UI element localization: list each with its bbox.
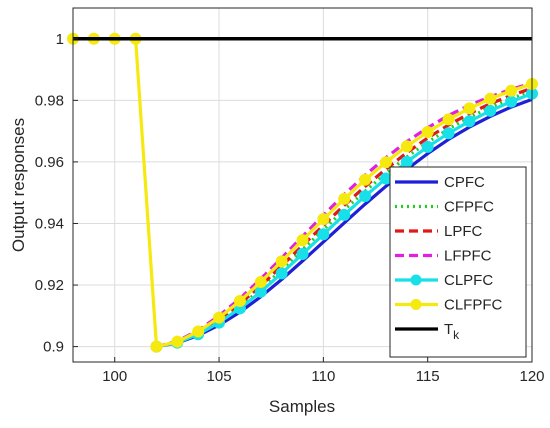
y-tick-label: 0.98 — [35, 92, 64, 109]
legend-item-cpfc: CPFC — [395, 174, 485, 191]
data-point — [150, 340, 163, 353]
data-point — [359, 190, 372, 203]
data-point — [317, 213, 330, 226]
legend-marker — [410, 299, 422, 310]
data-point — [421, 126, 434, 139]
data-point — [484, 104, 497, 117]
data-point — [484, 92, 497, 105]
legend-label: LPFC — [444, 223, 483, 240]
ticks: 100 105 110 115 120 0.9 0.92 0.94 0.96 0.98 1 — [35, 31, 545, 385]
data-point — [359, 173, 372, 186]
legend-label: LFPFC — [444, 248, 492, 265]
legend-label: CPFC — [444, 174, 485, 191]
legend-marker — [410, 274, 422, 286]
data-point — [233, 295, 246, 308]
x-tick-label: 100 — [102, 368, 127, 385]
data-point — [505, 84, 518, 97]
series-group — [67, 32, 538, 353]
legend: CPFC CFPFC LPFC LFPFC CLPFC CLFPFC Tk — [389, 166, 527, 358]
data-point — [442, 127, 455, 140]
legend-item-clpfc: CLPFC — [395, 272, 493, 289]
x-tick-label: 110 — [311, 368, 335, 385]
data-point — [296, 234, 309, 247]
legend-box — [389, 166, 527, 358]
x-tick-label: 115 — [416, 368, 440, 385]
data-point — [254, 285, 267, 298]
data-point — [254, 275, 267, 288]
legend-item-lpfc: LPFC — [395, 223, 483, 240]
legend-label: Tk — [444, 321, 460, 342]
y-tick-label: 0.96 — [35, 154, 64, 171]
data-point — [296, 247, 309, 260]
data-point — [338, 192, 351, 205]
x-axis-label: Samples — [269, 397, 335, 416]
data-point — [400, 155, 413, 168]
data-point — [317, 228, 330, 241]
legend-label: CFPFC — [444, 199, 494, 216]
legend-item-lfpfc: LFPFC — [395, 248, 492, 265]
data-point — [442, 113, 455, 126]
data-point — [213, 311, 226, 324]
data-point — [400, 140, 413, 153]
data-point — [379, 156, 392, 169]
y-axis-label: Output responses — [9, 118, 28, 252]
y-tick-label: 0.94 — [35, 215, 64, 232]
x-tick-label: 120 — [519, 368, 544, 385]
data-point — [192, 325, 205, 338]
y-tick-label: 0.9 — [43, 339, 64, 356]
data-point — [275, 255, 288, 268]
plot-frame — [72, 7, 533, 363]
data-point — [171, 335, 184, 348]
x-tick-label: 105 — [207, 368, 232, 385]
legend-item-t: Tk — [395, 321, 460, 342]
data-point — [463, 102, 476, 115]
data-point — [338, 208, 351, 221]
legend-item-clfpfc: CLFPFC — [395, 297, 503, 314]
data-point — [505, 95, 518, 108]
data-point — [275, 267, 288, 280]
data-point — [463, 115, 476, 128]
y-tick-label: 1 — [56, 31, 64, 48]
y-tick-label: 0.92 — [35, 277, 64, 294]
legend-label: CLFPFC — [444, 297, 503, 314]
legend-item-cfpfc: CFPFC — [395, 199, 494, 216]
data-point — [421, 140, 434, 153]
legend-label: CLPFC — [444, 272, 493, 289]
